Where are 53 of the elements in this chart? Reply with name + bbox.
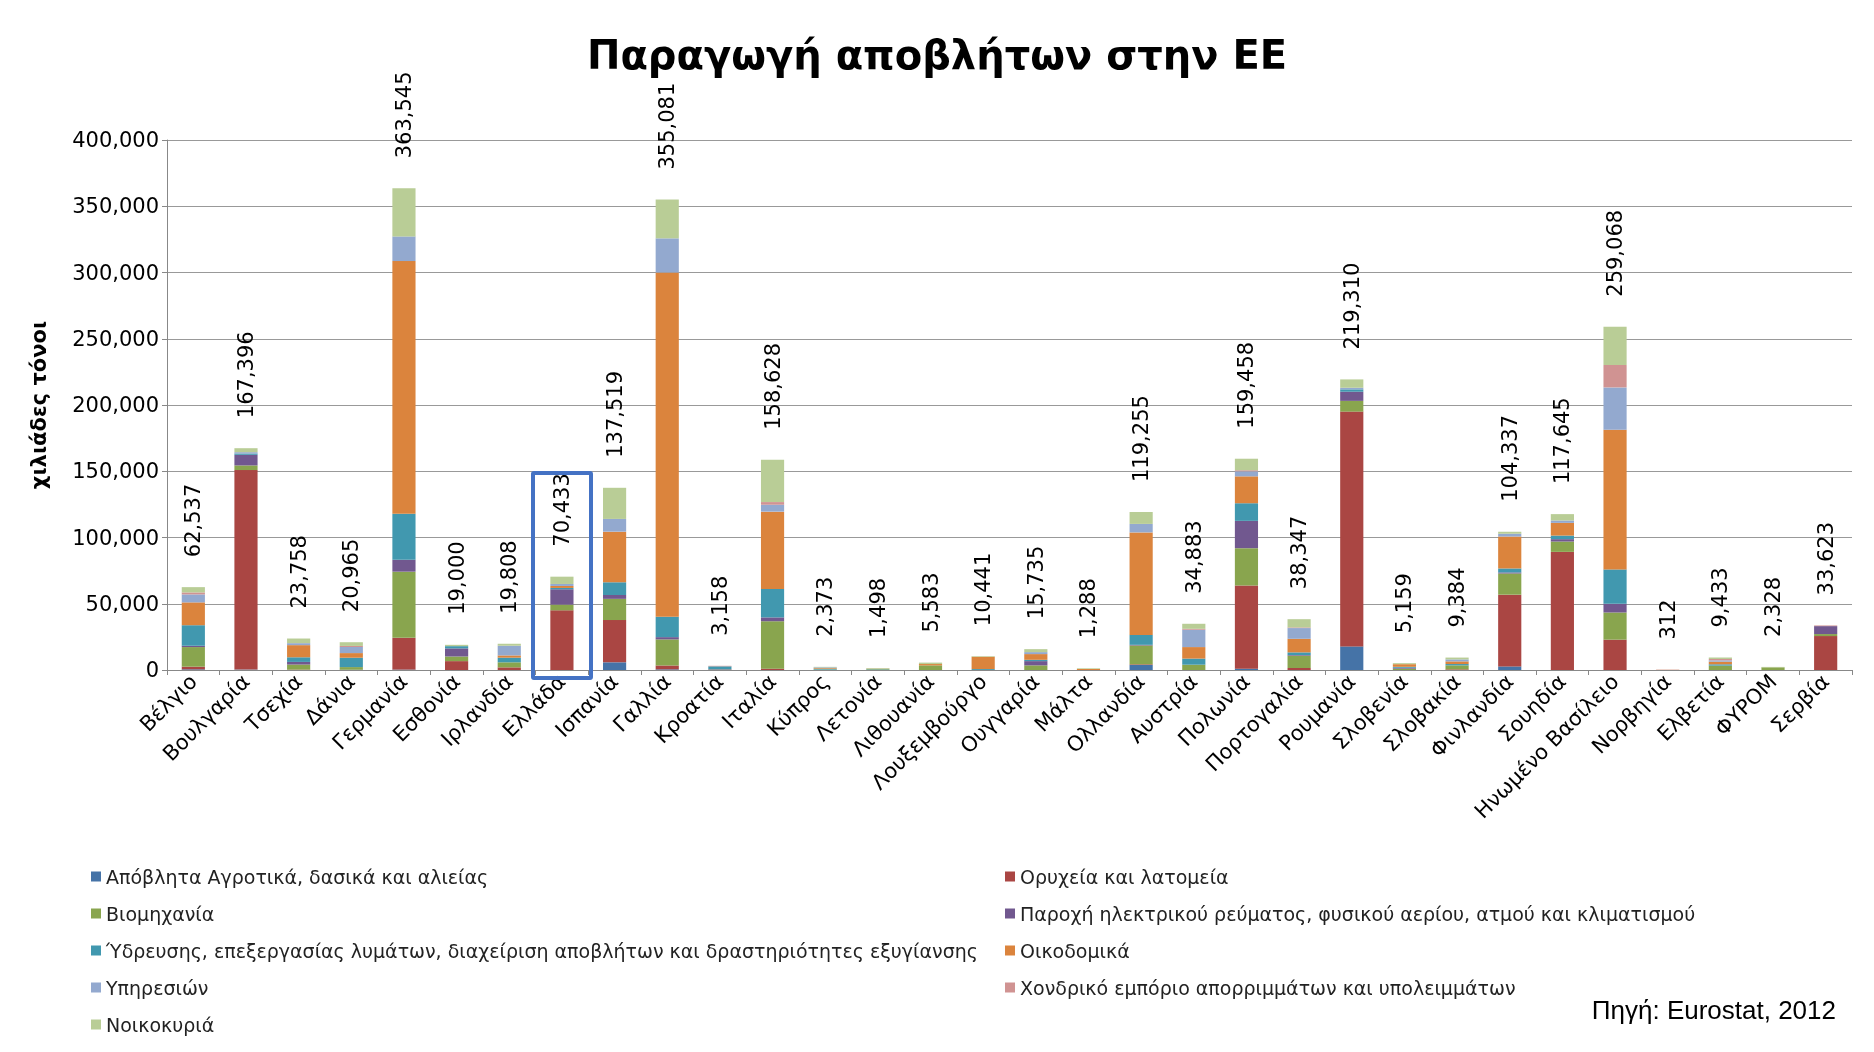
total-label: 259,068 bbox=[1603, 209, 1628, 297]
total-label: 23,758 bbox=[286, 535, 311, 609]
total-label: 2,328 bbox=[1761, 576, 1786, 637]
total-label: 10,441 bbox=[971, 552, 996, 627]
total-label: 2,373 bbox=[813, 576, 838, 637]
total-label: 70,433 bbox=[549, 473, 574, 547]
y-tick-label: 150,000 bbox=[72, 459, 159, 484]
legend-label: Ύδρευσης, επεξεργασίας λυμάτων, διαχείριση αποβλήτων και δραστηριότητες εξυγίανσης bbox=[105, 939, 978, 962]
total-label: 1,498 bbox=[865, 577, 890, 639]
total-label: 38,347 bbox=[1287, 515, 1312, 590]
y-tick-label: 0 bbox=[145, 658, 159, 682]
total-label: 20,965 bbox=[339, 538, 364, 613]
y-axis-title: χιλιάδες τόνοι bbox=[26, 320, 51, 490]
legend-label: Υπηρεσιών bbox=[105, 976, 209, 999]
total-label: 158,628 bbox=[760, 342, 785, 430]
total-label: 33,623 bbox=[1813, 521, 1838, 596]
legend-label: Χονδρικό εμπόριο απορριμμάτων και υπολειμμάτων bbox=[1020, 976, 1516, 999]
total-label: 312 bbox=[1655, 599, 1680, 640]
legend-label: Οικοδομικά bbox=[1020, 939, 1130, 962]
total-label: 5,583 bbox=[918, 572, 943, 633]
legend-label: Νοικοκυριά bbox=[106, 1013, 215, 1036]
total-label: 167,396 bbox=[233, 331, 258, 419]
legend-label: Ορυχεία και λατομεία bbox=[1020, 865, 1229, 888]
total-label: 219,310 bbox=[1339, 262, 1364, 350]
total-label: 363,545 bbox=[391, 71, 416, 159]
y-tick-label: 200,000 bbox=[72, 393, 159, 417]
total-label: 355,081 bbox=[655, 82, 680, 170]
total-label: 9,384 bbox=[1445, 567, 1470, 628]
legend-label: Παροχή ηλεκτρικού ρεύματος, φυσικού αερίου, ατμού και κλιματισμού bbox=[1020, 902, 1696, 925]
total-label: 19,808 bbox=[497, 540, 522, 614]
total-label: 119,255 bbox=[1129, 395, 1154, 482]
y-tick-label: 400,000 bbox=[72, 128, 159, 152]
y-tick-label: 300,000 bbox=[72, 260, 159, 285]
total-label: 34,883 bbox=[1181, 520, 1206, 594]
total-label: 159,458 bbox=[1234, 341, 1259, 429]
total-label: 3,158 bbox=[707, 575, 732, 636]
total-label: 137,519 bbox=[602, 370, 627, 458]
text: Πηγή: Eurostat, 2012 bbox=[1591, 995, 1836, 1026]
y-tick-label: 250,000 bbox=[72, 326, 159, 351]
total-label: 5,159 bbox=[1392, 573, 1417, 634]
legend-label: Βιομηχανία bbox=[106, 902, 215, 925]
chart-title: Παραγωγή αποβλήτων στην ΕΕ bbox=[586, 32, 1288, 78]
total-label: 104,337 bbox=[1497, 414, 1522, 502]
y-tick-label: 50,000 bbox=[85, 591, 159, 616]
total-label: 1,288 bbox=[1076, 578, 1101, 639]
total-label: 62,537 bbox=[181, 483, 206, 558]
y-tick-label: 350,000 bbox=[72, 194, 159, 219]
total-label: 19,000 bbox=[444, 541, 469, 615]
total-label: 15,735 bbox=[1023, 545, 1048, 620]
total-label: 117,645 bbox=[1550, 397, 1575, 485]
y-tick-label: 100,000 bbox=[72, 525, 159, 550]
legend-label: Απόβλητα Αγροτικά, δασικά και αλιείας bbox=[106, 865, 489, 888]
total-label: 9,433 bbox=[1708, 567, 1733, 628]
